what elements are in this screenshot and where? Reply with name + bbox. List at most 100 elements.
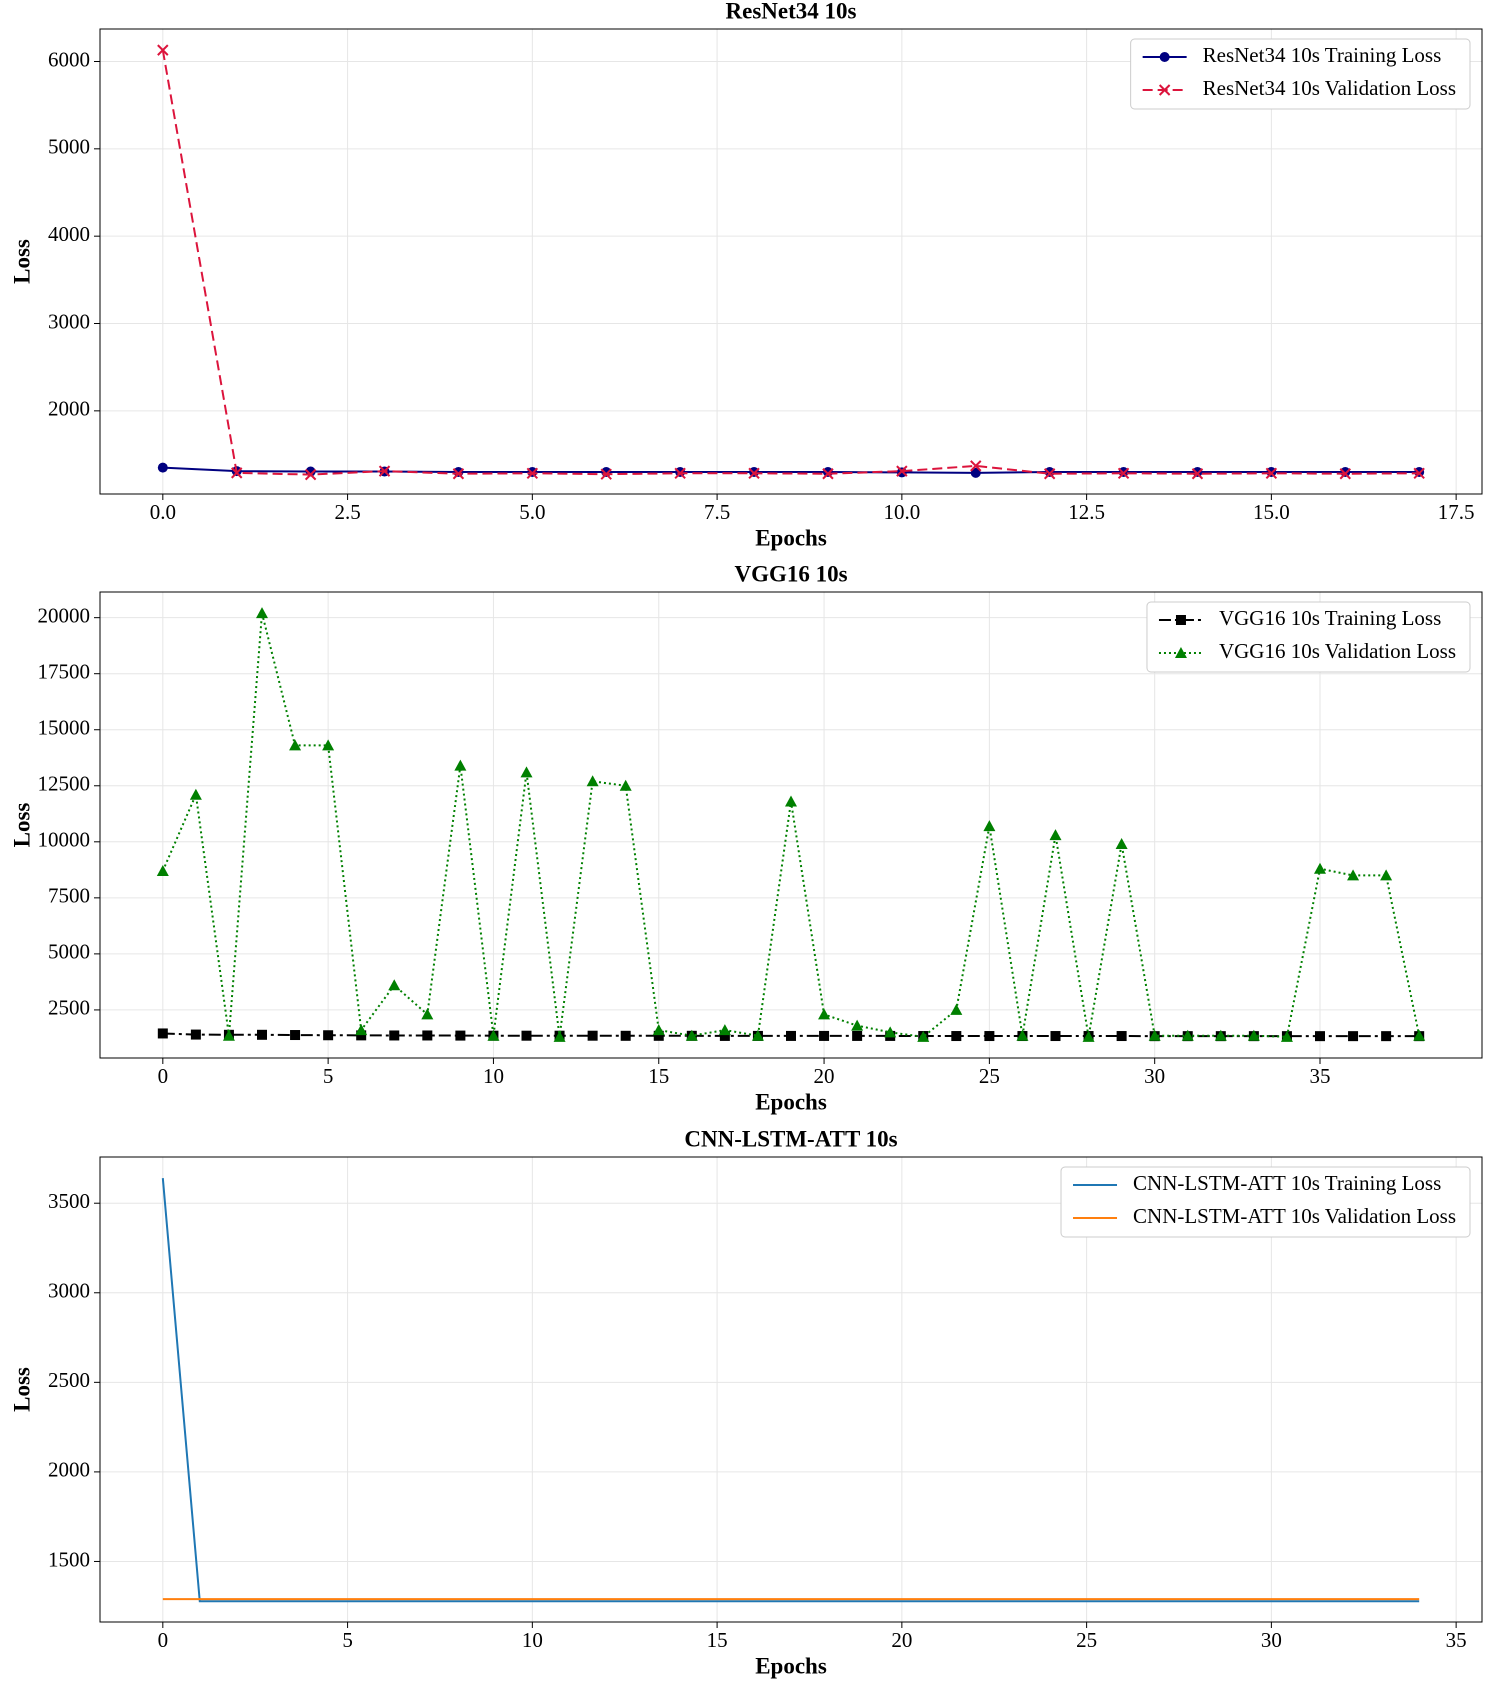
marker: [1148, 1029, 1161, 1041]
marker: [454, 759, 467, 771]
x-tick-label: 5: [342, 1628, 353, 1652]
marker: [818, 1008, 831, 1020]
marker: [222, 1029, 235, 1041]
marker: [950, 1003, 963, 1015]
marker: [1043, 468, 1056, 480]
marker: [452, 468, 465, 480]
marker: [1115, 838, 1128, 850]
marker: [1247, 1029, 1260, 1041]
marker: [520, 766, 533, 778]
legend-label: VGG16 10s Validation Loss: [1219, 639, 1456, 663]
marker: [521, 1030, 532, 1041]
marker: [421, 1008, 434, 1020]
marker: [355, 1024, 368, 1036]
legend-box: [1130, 38, 1471, 110]
x-axis-label: Epochs: [755, 1089, 827, 1114]
legend-box: [1060, 1166, 1471, 1238]
marker: [819, 1030, 830, 1041]
x-tick-label: 25: [979, 1064, 1000, 1088]
marker: [1413, 1029, 1426, 1041]
legend-box: [1146, 601, 1471, 673]
marker: [1050, 1031, 1061, 1042]
y-tick-label: 1500: [48, 1547, 90, 1571]
marker: [970, 460, 982, 472]
y-tick-label: 3000: [48, 309, 90, 333]
marker: [600, 468, 612, 480]
y-tick-label: 3500: [48, 1189, 90, 1213]
x-axis-label: Epochs: [755, 525, 827, 550]
marker: [984, 1031, 995, 1042]
marker: [289, 739, 302, 751]
marker: [157, 462, 168, 473]
legend-marker: [1159, 52, 1170, 62]
y-tick-label: 5000: [48, 135, 90, 159]
series-line: [161, 1178, 1420, 1603]
marker: [1082, 1030, 1095, 1042]
marker: [619, 779, 632, 791]
marker: [951, 1031, 962, 1042]
series-line: [161, 612, 1421, 1038]
y-tick-label: 5000: [48, 940, 90, 964]
y-tick-label: 3000: [48, 1279, 90, 1303]
marker: [1016, 1029, 1029, 1041]
y-tick-label: 6000: [48, 47, 90, 71]
marker: [852, 1030, 863, 1041]
plot-frame: [99, 28, 1483, 495]
marker: [652, 1024, 665, 1036]
marker: [884, 1026, 897, 1038]
x-tick-label: 0: [158, 1064, 169, 1088]
x-tick-label: 30: [1144, 1064, 1165, 1088]
marker: [378, 465, 391, 477]
x-tick-label: 10: [483, 1064, 504, 1088]
x-tick-label: 20: [891, 1628, 912, 1652]
marker: [322, 739, 335, 751]
marker: [487, 1029, 500, 1041]
marker: [586, 775, 599, 787]
x-axis-label: Epochs: [755, 1653, 827, 1678]
x-tick-label: 15: [648, 1064, 669, 1088]
marker: [674, 467, 686, 480]
marker: [983, 820, 996, 832]
marker: [851, 1019, 864, 1031]
marker: [1413, 467, 1425, 480]
x-tick-label: 17.5: [1438, 500, 1475, 524]
legend-marker: [1174, 647, 1187, 658]
marker: [1192, 466, 1203, 477]
marker: [970, 467, 981, 478]
x-tick-label: 35: [1309, 1064, 1330, 1088]
marker: [388, 979, 401, 991]
plot-frame: [99, 591, 1483, 1059]
marker: [453, 466, 464, 477]
series-line: [161, 49, 1420, 476]
marker: [389, 1030, 400, 1041]
marker: [685, 1029, 698, 1041]
marker: [1380, 869, 1393, 881]
chart-title: CNN-LSTM-ATT 10s: [684, 1126, 897, 1151]
marker: [422, 1030, 433, 1041]
legend: ResNet34 10s Training Loss ResNet34 10s V…: [1130, 38, 1471, 110]
marker: [304, 468, 317, 481]
x-tick-label: 15: [707, 1628, 728, 1652]
y-tick-label: 20000: [38, 603, 91, 627]
y-tick-label: 4000: [48, 222, 90, 246]
y-tick-label: 2000: [48, 397, 90, 421]
chart-title: VGG16 10s: [734, 561, 847, 586]
y-tick-label: 17500: [38, 660, 91, 684]
x-tick-label: 30: [1261, 1628, 1282, 1652]
marker: [1313, 862, 1326, 874]
legend-label: ResNet34 10s Validation Loss: [1203, 76, 1456, 100]
y-tick-label: 2000: [48, 1458, 90, 1482]
legend-label: CNN-LSTM-ATT 10s Validation Loss: [1133, 1204, 1456, 1228]
marker: [786, 1030, 796, 1041]
chart-title: ResNet34 10s: [726, 0, 857, 23]
x-tick-label: 0: [158, 1628, 169, 1652]
marker: [1214, 1029, 1227, 1041]
marker: [156, 864, 169, 876]
x-tick-label: 10: [522, 1628, 543, 1652]
y-axis-label: Loss: [9, 803, 34, 848]
marker: [587, 1030, 598, 1041]
y-tick-label: 15000: [38, 716, 91, 740]
marker: [896, 465, 908, 477]
x-tick-label: 35: [1446, 1628, 1467, 1652]
